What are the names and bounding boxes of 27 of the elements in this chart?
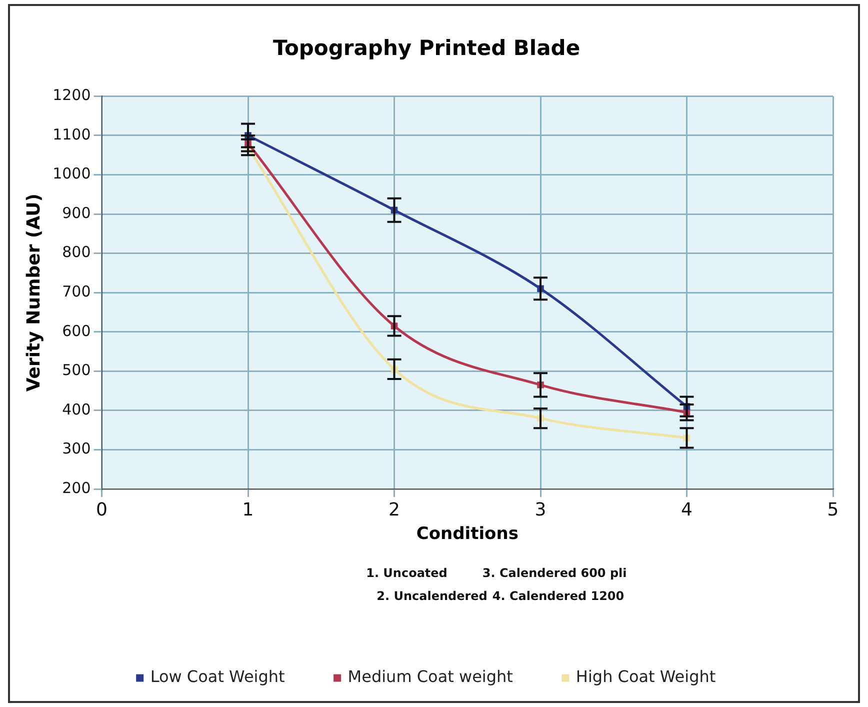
y-tick-label: 300 [62,440,91,458]
legend-label: High Coat Weight [576,667,716,686]
legend-label: Low Coat Weight [150,667,285,686]
y-tick-label: 600 [62,322,91,340]
x-tick-label: 4 [681,499,692,520]
y-tick-label: 1100 [52,125,91,144]
x-tick-label: 1 [242,499,254,520]
x-axis-title: Conditions [416,524,518,544]
text: 1. Uncoated [366,566,448,580]
x-tick-label: 3 [534,499,546,520]
y-tick-label: 1200 [52,86,91,104]
y-tick-label: 900 [62,204,91,222]
y-tick-label: 800 [62,243,91,262]
y-tick-label: 400 [62,400,91,418]
text: 2. Uncalendered [376,589,488,604]
text: 3. Calendered 600 pli [482,566,627,580]
y-tick-label: 1000 [52,164,91,183]
legend-label: Medium Coat weight [348,667,513,686]
y-tick-label: 200 [62,478,91,497]
text: 4. Calendered 1200 [492,589,624,604]
chart-title: Topography Printed Blade [272,36,580,60]
x-tick-label: 2 [388,499,400,520]
y-tick-label: 700 [62,282,91,300]
y-axis-title: Verity Number (AU) [23,194,44,392]
y-tick-label: 500 [62,361,91,380]
x-tick-label: 0 [96,499,108,520]
x-tick-label: 5 [827,499,839,520]
